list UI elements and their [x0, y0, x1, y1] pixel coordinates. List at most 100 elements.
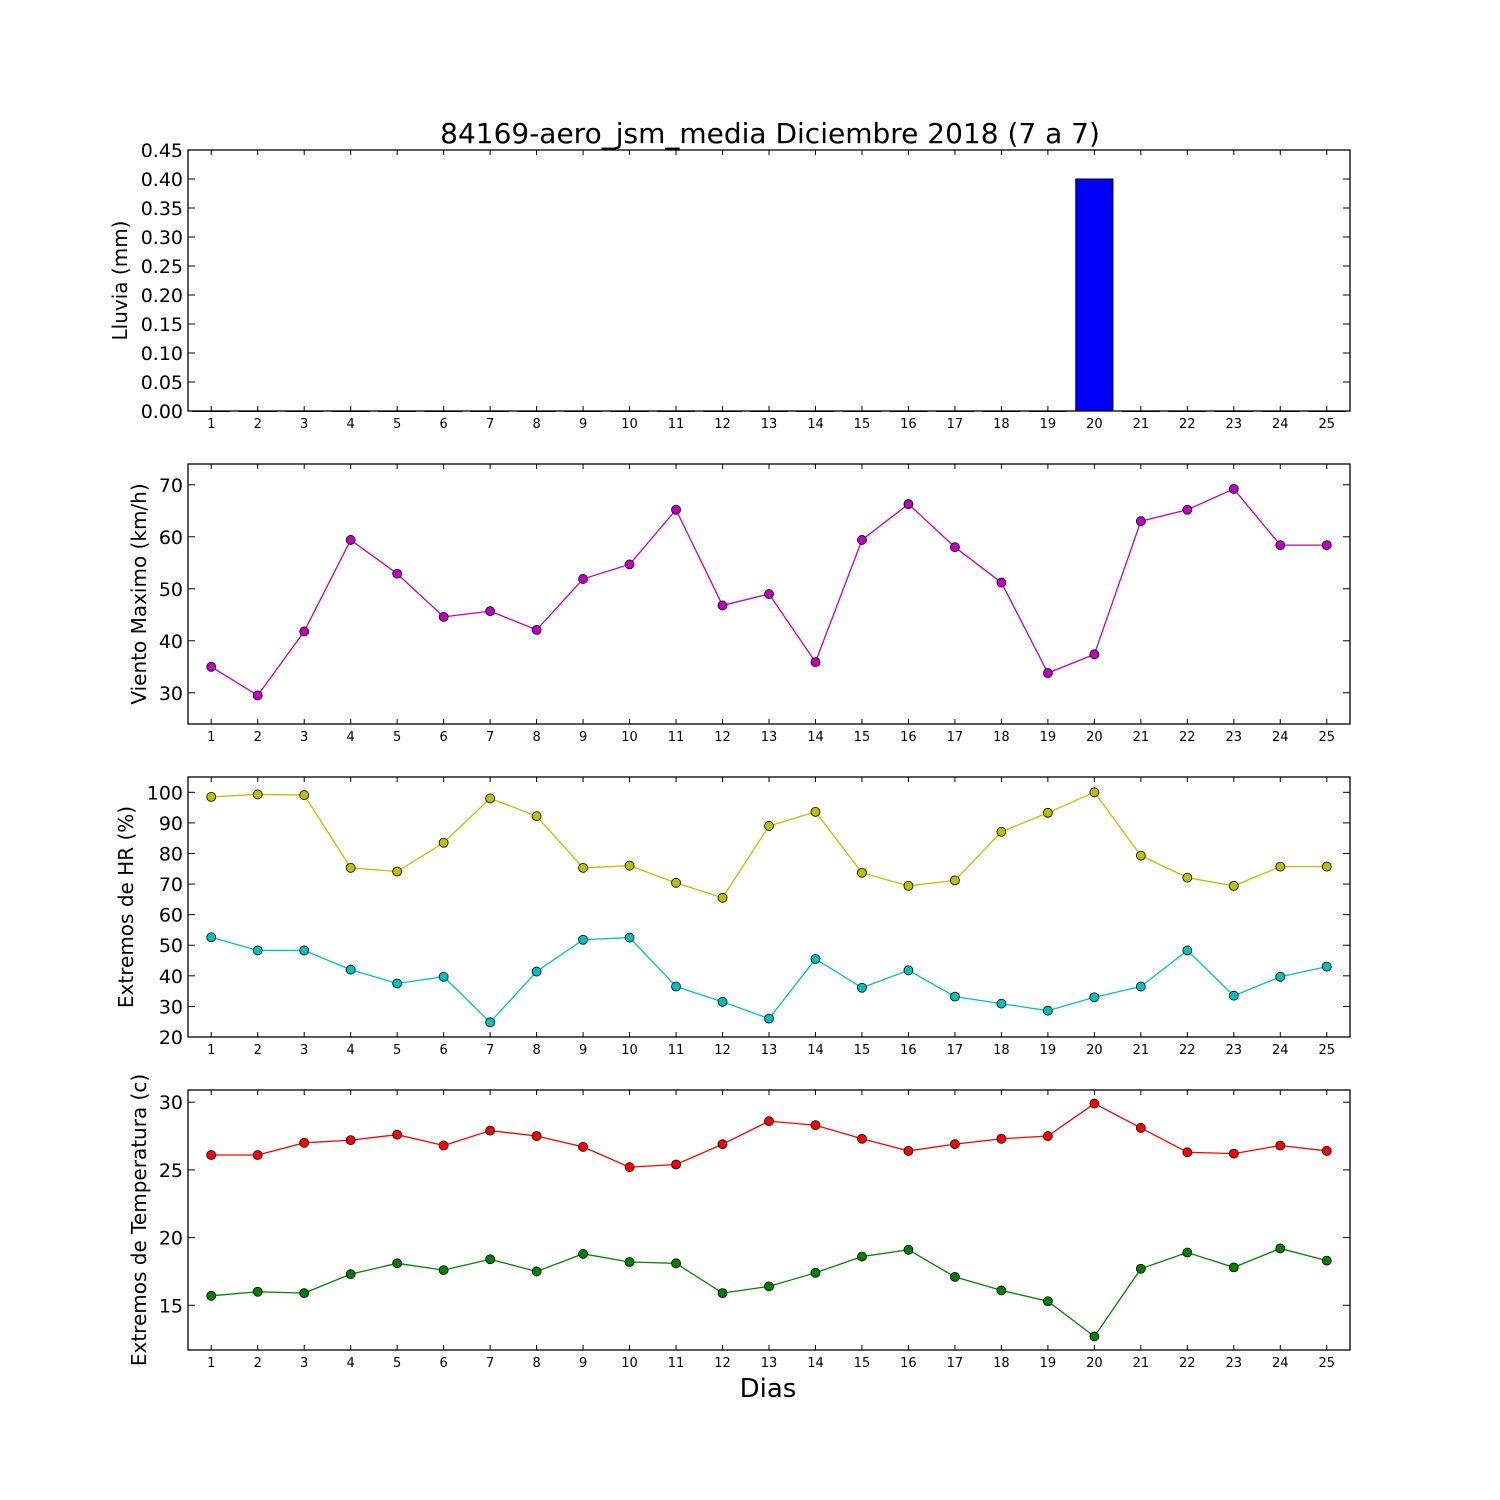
humidity-series-2-point [531, 966, 542, 977]
temperature-series-1-point [485, 1125, 496, 1136]
wind-series-1-point [950, 542, 960, 553]
rain-x-tick-label: 5 [393, 417, 401, 432]
rain-y-tick-label: 0.30 [141, 227, 183, 249]
humidity-series-1-point [1089, 787, 1100, 798]
humidity-series-2-point [578, 934, 588, 945]
humidity-x-tick-label: 14 [807, 1043, 824, 1058]
rain-bar [1307, 410, 1346, 412]
rain-y-tick-label: 0.20 [141, 285, 183, 307]
temperature-x-tick-label: 4 [347, 1356, 355, 1371]
rain-x-tick-label: 24 [1272, 417, 1289, 432]
humidity-x-tick-label: 9 [579, 1043, 587, 1058]
temperature-series-2-point [485, 1254, 496, 1265]
humidity-series-1-point [1228, 880, 1239, 891]
humidity-x-tick-label: 13 [761, 1043, 778, 1058]
temperature-x-tick-label: 14 [807, 1356, 824, 1371]
temperature-y-tick-label: 20 [159, 1228, 183, 1250]
humidity-series-1-point [903, 880, 914, 891]
rain-x-tick-label: 16 [900, 417, 917, 432]
rain-x-tick-label: 4 [347, 417, 355, 432]
rain-x-tick-label: 23 [1226, 417, 1243, 432]
temperature-series-1-point [206, 1150, 217, 1160]
temperature-series-2-point [950, 1271, 960, 1282]
rain-y-tick-label: 0.40 [141, 169, 183, 191]
temperature-series-2-point [578, 1248, 588, 1259]
wind-x-tick-label: 16 [900, 730, 917, 745]
wind-series-1-point [1321, 540, 1332, 551]
temperature-series-1-point [1228, 1148, 1239, 1159]
wind-x-tick-label: 21 [1133, 730, 1150, 745]
humidity-y-tick-label: 80 [159, 843, 183, 865]
rain-y-tick-label: 0.05 [141, 372, 183, 394]
temperature-series-2-point [1135, 1263, 1146, 1274]
humidity-series-2-point [1089, 992, 1100, 1003]
wind-y-tick-label: 30 [159, 683, 183, 705]
temperature-x-tick-label: 1 [207, 1356, 215, 1371]
temperature-y-tick-label: 15 [159, 1295, 183, 1317]
humidity-x-tick-label: 23 [1226, 1043, 1243, 1058]
rain-bar [1028, 410, 1067, 412]
wind-series-1-point [578, 574, 588, 584]
wind-series-1-point [206, 661, 217, 672]
temperature-series-2-point [206, 1290, 217, 1301]
rain-x-tick-label: 6 [439, 417, 447, 432]
wind-series-1-point [903, 499, 914, 509]
humidity-x-tick-label: 8 [532, 1043, 540, 1058]
wind-x-tick-label: 10 [621, 730, 638, 745]
humidity-series-2-point [345, 964, 356, 975]
humidity-series-2-point [485, 1017, 496, 1028]
humidity-panel: 1 2 3 4 5 6 7 8 9 10 11 12 13 14 15 16 17 18 19 20 21 22 23 24 2… [114, 776, 1351, 1058]
humidity-y-tick-label: 20 [159, 1027, 183, 1049]
rain-x-tick-label: 21 [1133, 417, 1150, 432]
humidity-series-2-point [1275, 971, 1286, 982]
wind-series-1-point [485, 606, 496, 617]
temperature-x-tick-label: 23 [1226, 1356, 1243, 1371]
wind-y-tick-label: 40 [159, 631, 183, 653]
humidity-y-tick-label: 50 [159, 935, 183, 957]
humidity-series-2-point [206, 932, 217, 943]
temperature-series-1-point [671, 1159, 681, 1170]
temperature-x-tick-label: 10 [621, 1356, 638, 1371]
wind-panel: 1 2 3 4 5 6 7 8 9 10 11 12 13 14 15 16 17 18 19 20 21 22 23 24 2… [127, 463, 1351, 745]
humidity-series-1-point [392, 866, 403, 877]
temperature-x-tick-label: 5 [393, 1356, 401, 1371]
humidity-series-2-line [211, 936, 1327, 1024]
wind-x-tick-label: 9 [579, 730, 587, 745]
wind-series-1-point [717, 600, 728, 611]
temperature-series-1-point [764, 1116, 774, 1127]
temperature-series-1-point [1275, 1140, 1286, 1151]
rain-bar [1214, 410, 1253, 412]
temperature-series-2-point [810, 1267, 821, 1278]
temperature-x-tick-label: 16 [900, 1356, 917, 1371]
rain-bar [889, 410, 928, 412]
humidity-series-2-point [671, 981, 681, 992]
temperature-x-tick-label: 25 [1318, 1356, 1335, 1371]
rain-bar [610, 410, 649, 412]
humidity-series-2-point [1321, 961, 1332, 972]
temperature-series-1-point [345, 1135, 356, 1146]
rain-bar [331, 410, 370, 412]
temperature-series-1-point [299, 1137, 310, 1148]
wind-series-1-point [392, 568, 403, 579]
rain-x-tick-label: 22 [1179, 417, 1196, 432]
humidity-series-1-point [438, 837, 449, 848]
rain-bar [378, 410, 417, 412]
humidity-x-tick-label: 22 [1179, 1043, 1196, 1058]
humidity-series-2-point [764, 1013, 774, 1024]
temperature-axes-frame [187, 1089, 1351, 1351]
temperature-series-1-point [1321, 1146, 1332, 1156]
wind-x-tick-label: 15 [854, 730, 871, 745]
humidity-x-tick-label: 3 [300, 1043, 308, 1058]
humidity-series-2-point [810, 954, 821, 964]
humidity-series-2-point [392, 978, 403, 989]
rain-panel: 1 2 3 4 5 6 7 8 9 10 11 12 13 14 15 16 17 18 19 20 21 22 23 24 2… [108, 140, 1351, 432]
humidity-x-tick-label: 11 [668, 1043, 685, 1058]
humidity-x-tick-label: 6 [439, 1043, 447, 1058]
wind-series-1-point [857, 535, 867, 545]
temperature-series-1-point [1089, 1098, 1100, 1109]
humidity-series-2-point [1228, 990, 1239, 1001]
humidity-x-tick-label: 19 [1040, 1043, 1057, 1058]
temperature-x-tick-label: 12 [714, 1356, 731, 1371]
humidity-series-1-point [252, 789, 263, 800]
wind-series-1-point [1228, 484, 1239, 494]
